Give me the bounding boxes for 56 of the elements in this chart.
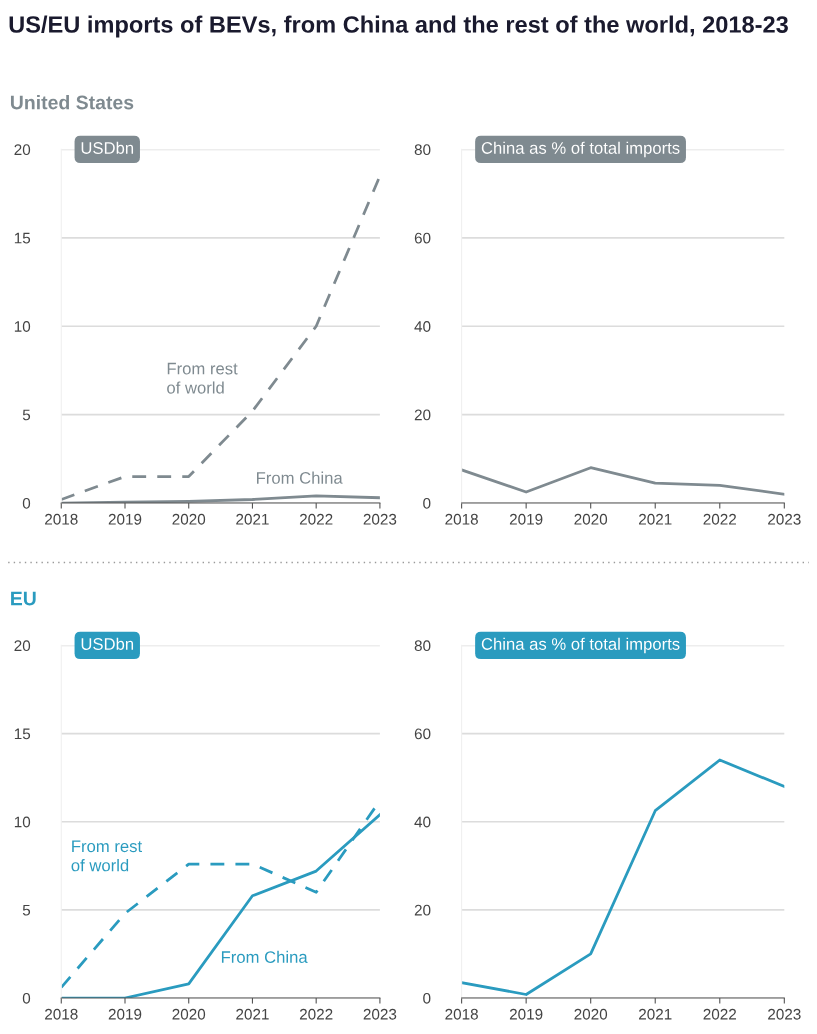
- x-tick-label: 2020: [172, 513, 206, 525]
- y-tick-label: 60: [414, 232, 431, 244]
- x-tick-label: 2023: [768, 513, 801, 525]
- y-tick-label: 10: [14, 321, 31, 332]
- x-tick-label: 2019: [509, 513, 543, 525]
- y-tick-label: 15: [14, 728, 31, 740]
- y-tick-label: 80: [414, 640, 431, 652]
- x-tick-label: 2020: [574, 513, 608, 525]
- x-tick-label: 2019: [509, 1008, 543, 1020]
- y-tick-label: 15: [14, 232, 31, 244]
- y-tick-label: 40: [414, 321, 431, 332]
- y-tick-label: 10: [14, 816, 31, 828]
- y-tick-label: 80: [414, 144, 431, 156]
- chart-title: US/EU imports of BEVs, from China and the rest of the world, 2018-23: [9, 15, 788, 38]
- x-tick-label: 2021: [639, 1008, 672, 1020]
- line-series: [461, 466, 785, 496]
- series-label: From rest of world: [167, 362, 238, 394]
- series-label: From China: [221, 950, 308, 963]
- y-tick-label: 0: [423, 497, 431, 509]
- y-axis-title: USDbn: [81, 141, 134, 154]
- x-tick-label: 2023: [363, 1008, 397, 1020]
- x-tick-label: 2018: [45, 513, 78, 525]
- y-tick-label: 0: [22, 992, 31, 1004]
- x-tick-label: 2022: [703, 1008, 737, 1020]
- x-tick-label: 2022: [299, 1008, 333, 1020]
- x-tick-label: 2022: [299, 513, 333, 525]
- y-axis-title: China as % of total imports: [481, 141, 680, 158]
- x-tick-label: 2019: [108, 1008, 142, 1020]
- y-tick-label: 40: [414, 816, 431, 828]
- series-label: From rest of world: [71, 840, 143, 872]
- y-tick-label: 0: [423, 992, 431, 1004]
- chart-subtitle: EU: [11, 591, 36, 606]
- y-tick-label: 20: [14, 640, 31, 652]
- chart-subtitle: United States: [10, 95, 134, 110]
- x-tick-label: 2019: [108, 513, 142, 525]
- x-tick-label: 2018: [45, 1008, 78, 1020]
- y-tick-label: 20: [414, 904, 431, 916]
- y-tick-label: 5: [22, 409, 31, 421]
- y-tick-label: 0: [22, 497, 31, 509]
- x-tick-label: 2021: [639, 513, 672, 525]
- x-tick-label: 2021: [236, 1008, 269, 1020]
- y-axis-title: China as % of total imports: [481, 637, 680, 654]
- x-tick-label: 2020: [172, 1008, 206, 1020]
- y-axis-title: USDbn: [81, 637, 134, 650]
- series-label: From China: [257, 471, 343, 484]
- y-tick-label: 60: [414, 728, 431, 740]
- y-tick-label: 20: [14, 144, 31, 156]
- x-tick-label: 2022: [703, 513, 737, 525]
- x-tick-label: 2018: [445, 1008, 478, 1020]
- x-tick-label: 2021: [236, 513, 269, 525]
- y-tick-label: 20: [414, 409, 431, 421]
- x-tick-label: 2018: [445, 513, 478, 525]
- x-tick-label: 2023: [768, 1008, 801, 1020]
- x-tick-label: 2023: [363, 513, 397, 525]
- x-tick-label: 2020: [574, 1008, 608, 1020]
- y-tick-label: 5: [22, 904, 31, 916]
